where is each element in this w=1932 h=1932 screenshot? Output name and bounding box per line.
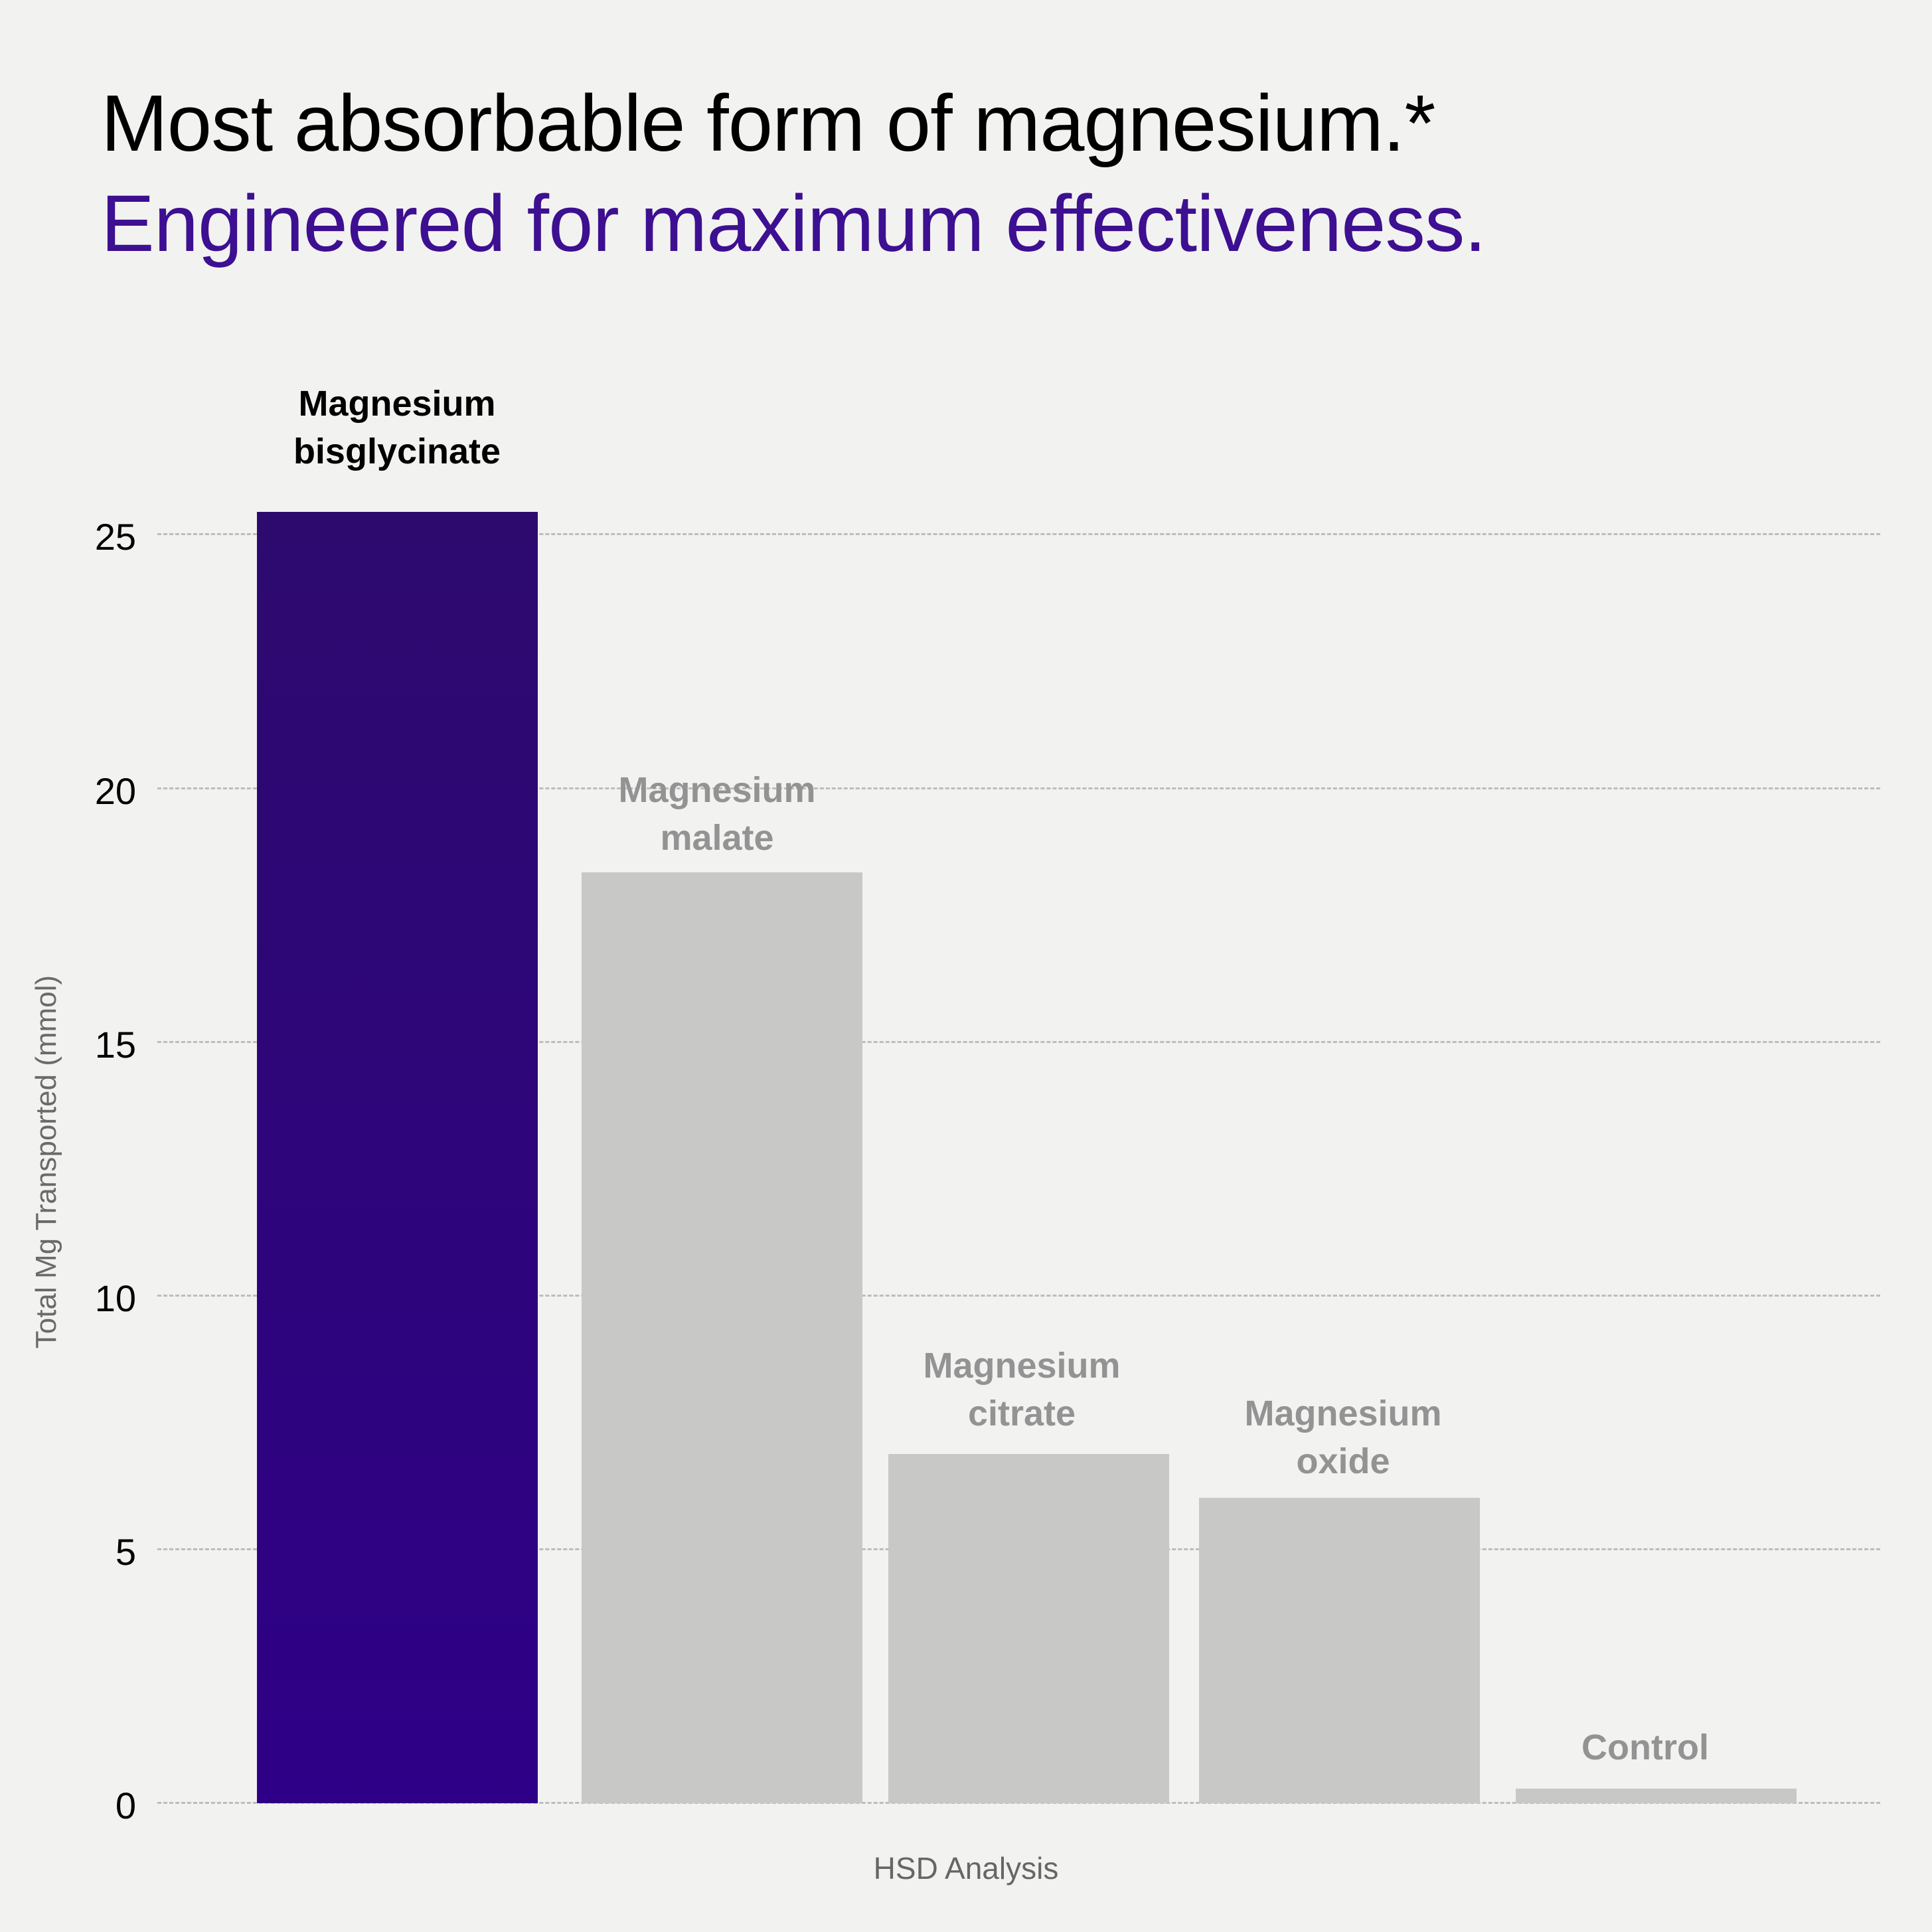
- y-tick-0: 0: [115, 1785, 136, 1826]
- bar-magnesium-citrate: [888, 1454, 1169, 1803]
- x-axis-label: HSD Analysis: [873, 1851, 1059, 1886]
- gridline-10: [157, 1295, 1880, 1297]
- y-tick-25: 25: [94, 516, 136, 558]
- bar-magnesium-malate: [582, 872, 862, 1803]
- bar-magnesium-oxide: [1199, 1498, 1480, 1803]
- bar-label-magnesium-malate: Magnesium malate: [618, 770, 816, 858]
- y-tick-20: 20: [94, 770, 136, 812]
- chart-subtitle: Engineered for maximum effectiveness.: [101, 178, 1487, 268]
- y-axis-label: Total Mg Transported (mmol): [30, 975, 62, 1349]
- chart-title: Most absorbable form of magnesium.*: [101, 78, 1435, 168]
- y-tick-5: 5: [115, 1531, 136, 1573]
- bar-label-magnesium-citrate: Magnesium citrate: [923, 1346, 1121, 1433]
- gridline-15: [157, 1041, 1880, 1043]
- bar-label-control: Control: [1581, 1728, 1709, 1767]
- bar-control: [1516, 1789, 1797, 1803]
- y-tick-10: 10: [94, 1277, 136, 1319]
- bar-label-magnesium-bisglycinate: Magnesium bisglycinate: [293, 384, 501, 471]
- gridline-20: [157, 787, 1880, 789]
- gridline-25: [157, 533, 1880, 535]
- bar-label-magnesium-oxide: Magnesium oxide: [1244, 1394, 1442, 1481]
- bar-magnesium-bisglycinate: [257, 512, 538, 1803]
- y-tick-15: 15: [94, 1024, 136, 1066]
